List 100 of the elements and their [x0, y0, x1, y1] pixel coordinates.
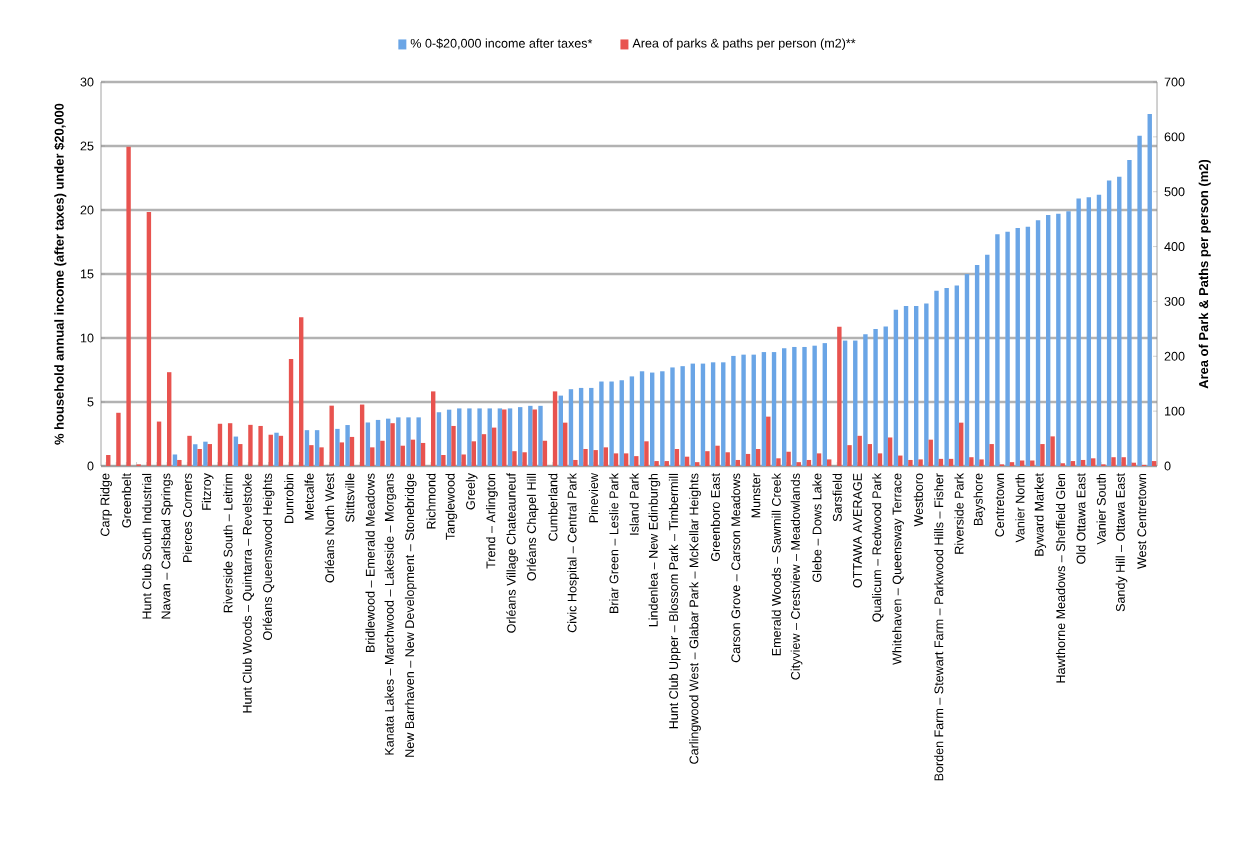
bar [217, 423, 223, 466]
y2-tick-label: 300 [1164, 296, 1185, 306]
x-tick-label: Orléans Queenswood Heights [262, 473, 275, 640]
y-tick-label: 0 [87, 461, 94, 471]
bar [603, 447, 609, 466]
bar [695, 462, 700, 466]
bar [751, 354, 756, 466]
bar [1147, 114, 1152, 466]
bar [887, 437, 893, 466]
bar [126, 146, 131, 466]
bar [954, 285, 960, 466]
y-tick-label: 10 [80, 333, 94, 343]
bar [705, 451, 710, 466]
bar [893, 309, 899, 466]
bar [1040, 444, 1045, 466]
y-tick-label: 5 [87, 397, 94, 407]
x-tick-label: Pineview [588, 473, 599, 523]
bar [680, 366, 685, 466]
bar [908, 459, 913, 466]
x-tick-label: Sarsfield [832, 473, 842, 522]
bar [619, 380, 624, 466]
x-tick-label: Centretown [995, 473, 1005, 537]
bar [1025, 226, 1031, 466]
x-tick-label: Lindenlea – New Edinburgh [648, 473, 661, 627]
x-tick-label: Glebe – Dows Lake [812, 473, 822, 582]
x-tick-label: Qualicum – Redwood Park [872, 473, 884, 622]
x-tick-label: Orléans Village Chateauneuf [506, 473, 519, 633]
bar [634, 456, 639, 466]
x-tick-label: Emerald Woods – Sawmill Creek [771, 473, 781, 656]
y2-tick-label: 500 [1164, 187, 1185, 197]
bar [1137, 135, 1142, 466]
bar [913, 306, 919, 466]
bar [847, 445, 852, 466]
bar [822, 343, 828, 466]
bar [1035, 220, 1041, 466]
bar [1066, 211, 1071, 466]
bar [522, 452, 527, 466]
bar [639, 371, 645, 466]
bar [1096, 194, 1102, 466]
bar [1050, 436, 1055, 466]
x-tick-label: Pierces Corners [182, 473, 192, 562]
bar [589, 387, 594, 466]
x-tick-label: Vanier North [1015, 473, 1025, 543]
bar [776, 458, 781, 466]
x-tick-label: Greely [465, 473, 478, 510]
x-tick-label: Dunrobin [284, 473, 294, 523]
x-tick-label: Cityview – Crestview – Meadowlands [790, 473, 803, 680]
x-tick-label: Civic Hospital – Central Park [567, 473, 579, 633]
bar [517, 407, 523, 466]
x-tick-label: Munster [751, 473, 761, 518]
bar [299, 317, 304, 466]
x-tick-label: Bayshore [973, 473, 986, 526]
bar [924, 303, 929, 466]
bar [1121, 457, 1126, 466]
x-tick-label: Orléans North West [324, 473, 335, 583]
bar [883, 326, 888, 466]
bar [741, 354, 746, 466]
bar [985, 254, 990, 466]
bar [1009, 462, 1015, 466]
x-tick-label: OTTAWA AVERAGE [853, 473, 862, 588]
bar [857, 435, 862, 466]
x-tick-label: Briar Green – Leslie Park [609, 473, 619, 613]
bar [690, 363, 696, 466]
bar [1086, 197, 1092, 466]
x-tick-label: Carson Grove – Carson Meadows [731, 473, 741, 663]
bar [116, 412, 121, 466]
bar [771, 352, 777, 466]
bar [1070, 461, 1076, 466]
y2-tick-label: 600 [1164, 132, 1185, 142]
bar [623, 453, 629, 466]
bar [725, 452, 730, 466]
bar [461, 454, 466, 466]
bar [827, 459, 832, 466]
x-tick-label: Westboro [913, 473, 924, 527]
bar [578, 387, 584, 466]
x-tick-label: West Centretown [1137, 473, 1147, 570]
bar [1127, 160, 1132, 466]
bar [599, 381, 604, 466]
bar [745, 453, 751, 466]
y2-tick-label: 100 [1165, 406, 1185, 416]
bar [761, 352, 767, 466]
x-tick-label: Old Ottawa East [1076, 473, 1086, 564]
bar [248, 424, 253, 466]
bar [863, 334, 868, 466]
bar [573, 459, 578, 466]
bar [989, 444, 994, 466]
bar [995, 234, 1000, 466]
bar [816, 453, 822, 466]
bar [796, 462, 801, 466]
bar [649, 372, 655, 466]
x-tick-label: Bridlewood – Emerald Meadows [365, 473, 375, 653]
bar [167, 372, 172, 466]
bar [670, 367, 675, 466]
bar [853, 340, 858, 466]
bar [867, 444, 873, 466]
x-tick-label: Borden Farm – Stewart Farm – Parkwood Hills – Fisher [934, 473, 944, 781]
bar [1045, 215, 1051, 466]
x-tick-label: Whitehaven – Queensway Terrace [892, 473, 904, 665]
bar [1091, 458, 1096, 466]
x-tick-label: Vanier South [1096, 473, 1106, 545]
